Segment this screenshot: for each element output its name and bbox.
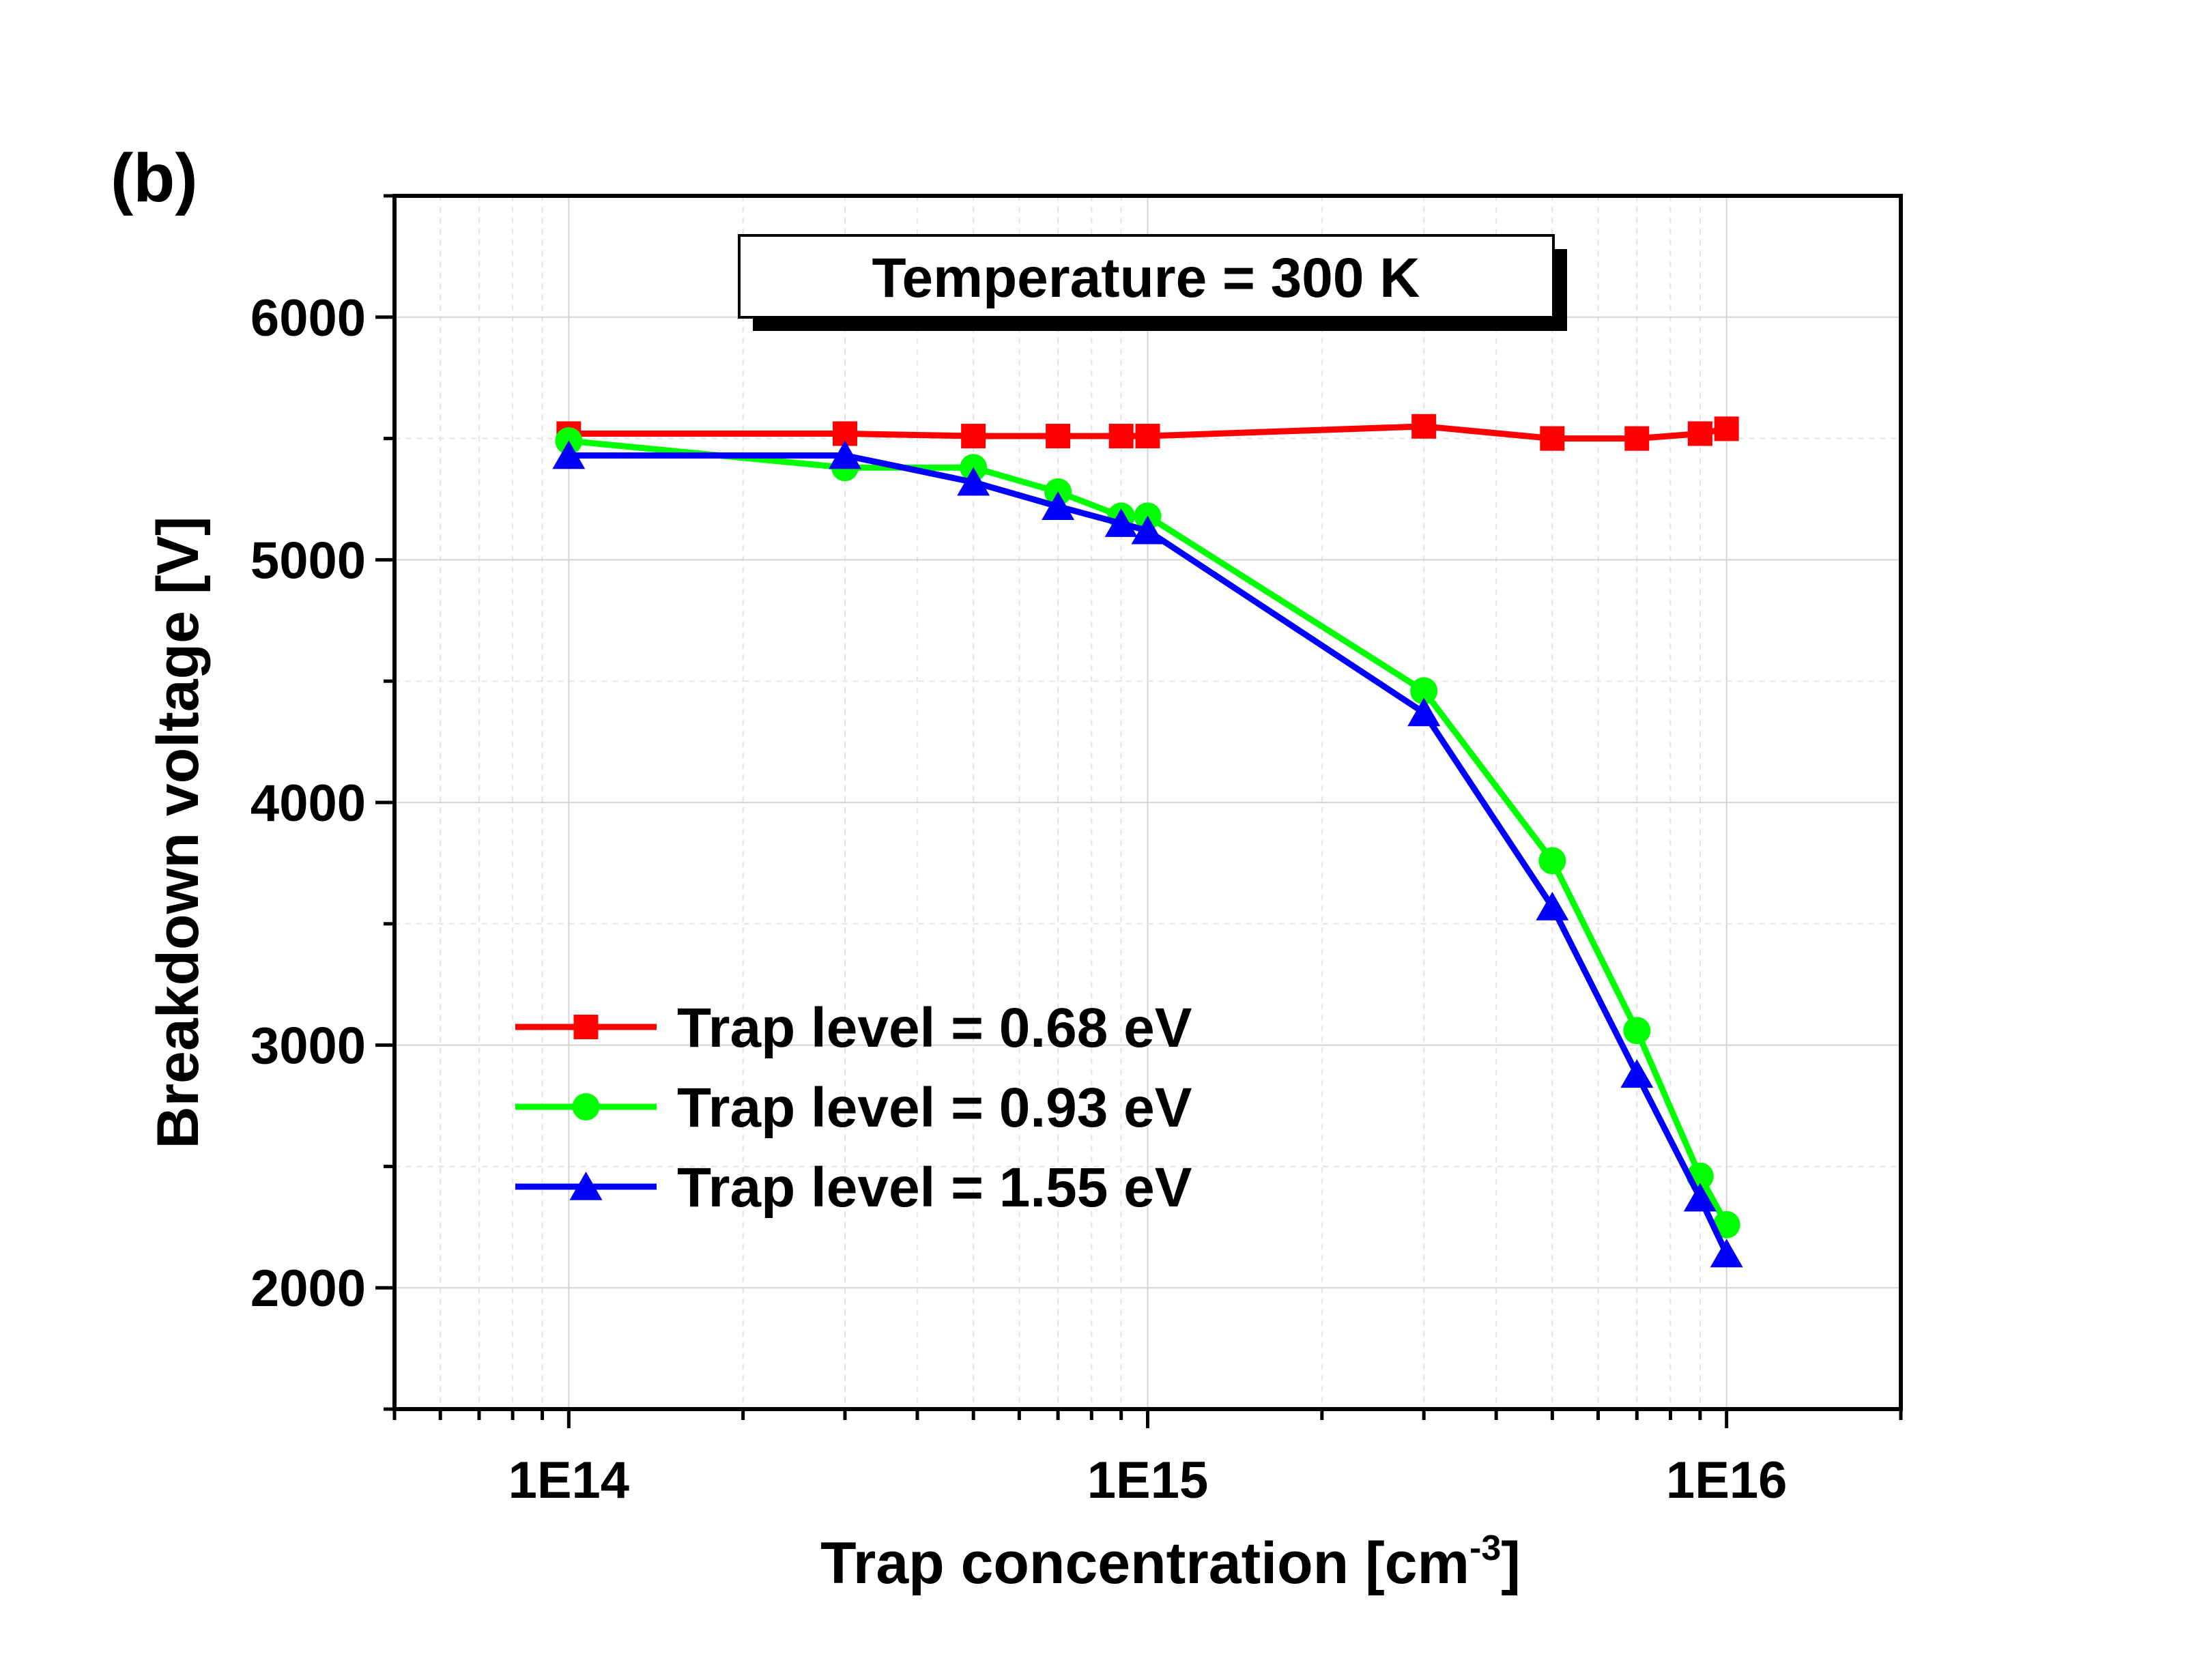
triangle-marker: [829, 440, 862, 469]
triangle-marker: [1131, 515, 1164, 545]
square-marker: [961, 424, 986, 449]
y-axis-label: Breakdown voltage [V]: [145, 516, 211, 1148]
triangle-marker: [1104, 508, 1138, 537]
square-marker: [1135, 424, 1160, 449]
circle-marker: [1410, 677, 1438, 705]
square-marker: [1687, 421, 1712, 446]
triangle-marker: [1620, 1059, 1654, 1088]
square-marker: [1714, 416, 1739, 441]
triangle-marker: [957, 467, 990, 496]
circle-marker: [1623, 1017, 1651, 1045]
x-axis-label-end: ]: [1501, 1531, 1521, 1596]
triangle-marker: [569, 1172, 603, 1200]
triangle-marker: [1042, 491, 1075, 520]
y-tick-label: 3000: [250, 1017, 366, 1075]
data-series: [552, 414, 1743, 1268]
annotation-text: Temperature = 300 K: [872, 247, 1420, 309]
legend-item-1: Trap level = 0.68 eV: [515, 997, 1192, 1059]
x-tick-label: 1E16: [1666, 1451, 1788, 1509]
triangle-marker: [1710, 1239, 1743, 1268]
y-tick-label: 4000: [250, 774, 366, 832]
legend-label: Trap level = 1.55 eV: [677, 1157, 1192, 1219]
tick-labels: 1E14 1E15 1E16 2000 3000 4000 5000 6000: [250, 289, 1788, 1509]
y-tick-label: 6000: [250, 289, 366, 347]
series-3: [552, 440, 1743, 1268]
legend-label: Trap level = 0.68 eV: [677, 997, 1192, 1059]
legend: Trap level = 0.68 eV Trap level = 0.93 eV…: [515, 997, 1192, 1219]
x-tick-label: 1E15: [1087, 1451, 1209, 1509]
x-axis-label-main: Trap concentration [cm: [820, 1531, 1469, 1596]
square-marker: [1540, 426, 1565, 451]
legend-item-3: Trap level = 1.55 eV: [515, 1157, 1192, 1219]
triangle-marker: [1536, 891, 1569, 921]
legend-item-2: Trap level = 0.93 eV: [515, 1077, 1192, 1139]
triangle-marker: [1683, 1183, 1717, 1212]
square-marker: [1411, 414, 1437, 439]
x-axis-label: Trap concentration [cm-3]: [820, 1529, 1521, 1596]
y-tick-label: 2000: [250, 1260, 366, 1318]
triangle-marker: [552, 440, 586, 469]
legend-label: Trap level = 0.93 eV: [677, 1077, 1192, 1139]
circle-marker: [1538, 847, 1566, 875]
square-marker: [1108, 424, 1134, 449]
square-marker: [1624, 426, 1650, 451]
triangle-marker: [1407, 697, 1441, 727]
x-axis-label-superscript: -3: [1469, 1529, 1501, 1568]
x-tick-label: 1E14: [508, 1451, 630, 1509]
temperature-annotation: Temperature = 300 K: [738, 234, 1567, 331]
axes: [375, 194, 1903, 1428]
grid-lines: [394, 195, 1902, 1410]
circle-marker: [1712, 1211, 1740, 1239]
y-tick-label: 5000: [250, 532, 366, 590]
annotation-box: [738, 234, 1555, 319]
circle-marker: [572, 1093, 600, 1120]
square-marker: [573, 1015, 599, 1039]
square-marker: [1046, 424, 1071, 449]
panel-label: (b): [111, 140, 198, 216]
